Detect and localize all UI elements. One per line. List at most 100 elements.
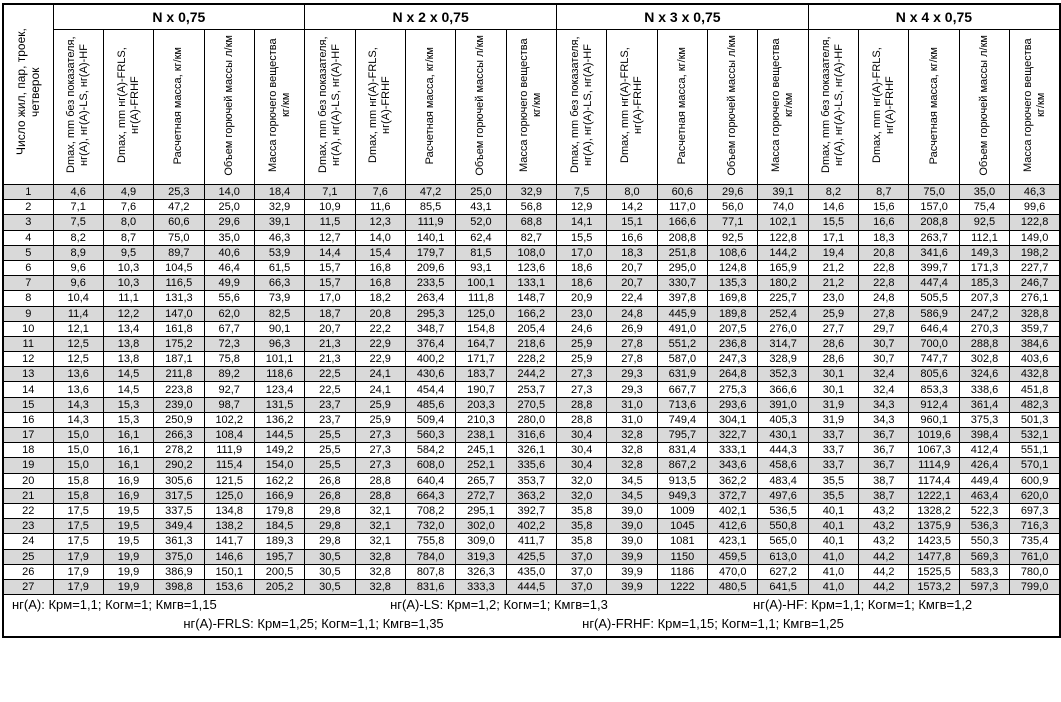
data-cell: 1150 [656, 548, 709, 565]
data-cell: 430,6 [404, 366, 457, 383]
data-cell: 115,4 [203, 457, 255, 474]
data-cell: 1375,9 [908, 518, 960, 535]
row-number-cell: 3 [2, 214, 54, 231]
data-cell: 18,7 [304, 305, 356, 322]
data-cell: 15,0 [52, 457, 104, 474]
data-cell: 27,3 [555, 381, 608, 398]
data-cell: 402,2 [505, 518, 558, 535]
data-cell: 21,3 [304, 351, 356, 368]
column-header-combustible-mass-g1: Масса горючего вещества кг/км [253, 28, 306, 186]
row-number-cell: 19 [2, 457, 54, 474]
data-cell: 207,5 [707, 320, 759, 337]
data-cell: 244,2 [505, 366, 558, 383]
data-cell: 125,0 [203, 487, 255, 504]
data-cell: 7,5 [555, 183, 608, 201]
data-cell: 147,0 [153, 305, 205, 322]
data-cell: 140,1 [404, 229, 457, 246]
data-cell: 25,5 [304, 442, 356, 459]
data-cell: 27,8 [606, 335, 658, 353]
data-cell: 33,7 [807, 457, 860, 474]
data-cell: 171,3 [958, 259, 1011, 277]
data-cell: 912,4 [908, 396, 960, 413]
data-cell: 432,8 [1009, 366, 1061, 383]
row-number-cell: 23 [2, 518, 54, 535]
data-cell: 491,0 [656, 320, 709, 337]
data-cell: 26,8 [304, 487, 356, 504]
data-cell: 32,8 [354, 578, 406, 596]
data-cell: 7,6 [354, 183, 406, 201]
data-cell: 22,5 [304, 366, 356, 383]
data-cell: 333,3 [455, 578, 507, 596]
data-cell: 532,1 [1009, 426, 1061, 444]
data-cell: 28,6 [807, 351, 860, 368]
data-cell: 550,8 [757, 518, 809, 535]
data-cell: 164,7 [455, 335, 507, 353]
data-cell: 131,3 [153, 290, 205, 307]
data-cell: 32,8 [606, 442, 658, 459]
subheader-label: Dmax, mm нг(А)-FRLS, нг(А)-FRHF [619, 47, 645, 164]
data-cell: 16,8 [354, 275, 406, 292]
data-cell: 14,2 [606, 199, 658, 216]
data-cell: 16,8 [354, 259, 406, 277]
subheader-label: Объем горючей массы л/км [222, 35, 235, 176]
data-cell: 14,0 [354, 229, 406, 246]
data-cell: 238,1 [455, 426, 507, 444]
data-cell: 608,0 [404, 457, 457, 474]
data-cell: 400,2 [404, 351, 457, 368]
data-cell: 60,6 [656, 183, 709, 201]
data-cell: 8,2 [807, 183, 860, 201]
data-cell: 25,9 [354, 396, 406, 413]
data-cell: 463,4 [958, 487, 1011, 504]
data-cell: 392,7 [505, 502, 558, 520]
data-cell: 362,2 [707, 472, 759, 489]
data-cell: 597,3 [958, 578, 1011, 596]
data-cell: 30,5 [304, 548, 356, 565]
data-cell: 56,0 [707, 199, 759, 216]
data-cell: 399,7 [908, 259, 960, 277]
data-cell: 14,5 [102, 366, 155, 383]
footnote-ng-a: нг(А): Крм=1,1; Когм=1; Кмгв=1,15 [12, 597, 217, 613]
data-cell: 664,3 [404, 487, 457, 504]
data-cell: 205,2 [253, 578, 306, 596]
data-cell: 522,3 [958, 502, 1011, 520]
data-cell: 187,1 [153, 351, 205, 368]
data-cell: 146,6 [203, 548, 255, 565]
data-cell: 43,2 [858, 502, 910, 520]
data-cell: 169,8 [707, 290, 759, 307]
data-cell: 613,0 [757, 548, 809, 565]
data-cell: 8,0 [102, 214, 155, 231]
data-cell: 154,0 [253, 457, 306, 474]
data-cell: 104,5 [153, 259, 205, 277]
data-cell: 266,3 [153, 426, 205, 444]
data-cell: 1186 [656, 563, 709, 580]
data-cell: 264,8 [707, 366, 759, 383]
data-cell: 251,8 [656, 244, 709, 261]
subheader-label: Масса горючего вещества кг/км [1021, 38, 1047, 173]
data-cell: 99,6 [1009, 199, 1061, 216]
data-cell: 27,7 [807, 320, 860, 337]
data-cell: 349,4 [153, 518, 205, 535]
data-cell: 330,7 [656, 275, 709, 292]
data-cell: 9,6 [52, 275, 104, 292]
data-cell: 15,4 [354, 244, 406, 261]
data-cell: 233,5 [404, 275, 457, 292]
data-cell: 37,0 [555, 548, 608, 565]
data-cell: 179,7 [404, 244, 457, 261]
data-cell: 75,8 [203, 351, 255, 368]
data-cell: 10,4 [52, 290, 104, 307]
footnote-line-1: нг(А): Крм=1,1; Когм=1; Кмгв=1,15 нг(А)-L… [4, 596, 1059, 615]
data-cell: 483,4 [757, 472, 809, 489]
data-cell: 112,1 [958, 229, 1011, 246]
data-cell: 8,9 [52, 244, 104, 261]
data-cell: 92,7 [203, 381, 255, 398]
data-cell: 1009 [656, 502, 709, 520]
data-cell: 13,8 [102, 335, 155, 353]
data-cell: 122,8 [1009, 214, 1061, 231]
footnote-ng-a-frhf: нг(А)-FRHF: Крм=1,15; Когм=1,1; Кмгв=1,2… [582, 616, 844, 632]
data-cell: 391,0 [757, 396, 809, 413]
data-cell: 211,8 [153, 366, 205, 383]
group-header-n-x-3-x-075: N x 3 x 0,75 [556, 3, 809, 30]
row-number-cell: 27 [2, 578, 54, 596]
data-cell: 29,3 [606, 366, 658, 383]
data-cell: 27,3 [354, 426, 406, 444]
